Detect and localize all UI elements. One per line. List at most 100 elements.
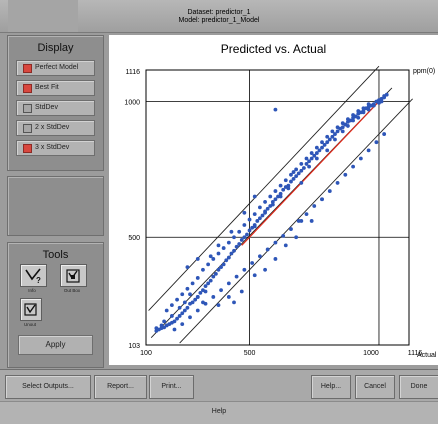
- data-point-22: [211, 274, 216, 279]
- data-point-165: [252, 273, 257, 278]
- help-button[interactable]: Help...: [311, 375, 351, 399]
- out-box-tool-button[interactable]: [60, 264, 87, 287]
- y-tick-label: 103: [128, 343, 140, 350]
- display-title: Display: [37, 42, 74, 54]
- data-point-193: [286, 186, 291, 191]
- data-point-155: [366, 148, 371, 153]
- data-point-126: [351, 113, 355, 117]
- best-fit-toggle[interactable]: Best Fit: [16, 80, 95, 96]
- data-point-174: [291, 170, 296, 174]
- data-point-173: [273, 107, 278, 112]
- data-point-52: [289, 179, 293, 184]
- data-point-183: [182, 300, 187, 305]
- data-point-197: [325, 148, 330, 153]
- cancel-button[interactable]: Cancel: [355, 375, 395, 399]
- data-point-190: [263, 210, 267, 215]
- y-tick-label: 500: [128, 235, 140, 242]
- info-tool-button[interactable]: ?: [20, 264, 47, 287]
- data-point-163: [232, 300, 236, 305]
- apply-button[interactable]: Apply: [18, 335, 93, 355]
- data-point-9: [177, 314, 182, 318]
- data-point-198: [333, 137, 337, 142]
- data-point-55: [296, 171, 301, 176]
- data-point-122: [330, 129, 335, 134]
- data-point-157: [382, 132, 387, 136]
- data-point-153: [351, 164, 355, 169]
- data-point-67: [327, 137, 332, 142]
- data-point-56: [299, 168, 304, 173]
- data-point-117: [304, 156, 309, 161]
- data-point-15: [193, 297, 198, 302]
- data-point-72: [340, 125, 345, 130]
- 2x-stddev-toggle[interactable]: 2 x StdDev: [16, 120, 95, 136]
- print-button[interactable]: Print...: [149, 375, 194, 399]
- data-point-40: [257, 216, 262, 221]
- data-point-92: [175, 297, 179, 302]
- status-bar: Help: [0, 401, 438, 424]
- data-point-141: [257, 254, 262, 259]
- data-point-113: [283, 178, 288, 183]
- data-point-111: [273, 189, 278, 193]
- data-point-191: [270, 202, 275, 207]
- data-point-176: [242, 210, 247, 215]
- data-point-20: [206, 281, 211, 286]
- data-point-156: [374, 140, 379, 145]
- data-point-195: [307, 164, 311, 169]
- data-point-21: [208, 278, 213, 283]
- data-point-8: [175, 316, 179, 321]
- data-point-103: [232, 235, 236, 240]
- select-outputs-button[interactable]: Select Outputs...: [5, 375, 91, 399]
- data-point-144: [281, 233, 286, 238]
- best-fit-label: Best Fit: [35, 84, 59, 91]
- data-point-178: [216, 243, 221, 248]
- data-point-200: [346, 124, 350, 128]
- data-point-25: [219, 265, 223, 269]
- out-box-tool-icon: [66, 269, 80, 283]
- done-button[interactable]: Done: [399, 375, 438, 399]
- data-point-14: [190, 300, 195, 305]
- 2x-stddev-indicator: [23, 124, 32, 133]
- data-point-34: [242, 235, 247, 240]
- data-point-179: [208, 254, 213, 259]
- data-point-187: [159, 323, 164, 328]
- data-point-107: [252, 212, 257, 217]
- data-point-177: [229, 229, 234, 234]
- data-point-128: [361, 106, 366, 111]
- data-point-26: [221, 262, 226, 267]
- data-point-65: [322, 143, 327, 147]
- data-point-184: [177, 305, 182, 310]
- data-point-138: [234, 274, 239, 279]
- data-point-132: [188, 315, 192, 320]
- data-point-130: [172, 327, 177, 332]
- perfect-model-label: Perfect Model: [35, 64, 79, 71]
- title-bar: Dataset: predictor_1 Model: predictor_1_…: [0, 0, 438, 33]
- stddev-toggle[interactable]: StdDev: [16, 100, 95, 116]
- data-point-135: [211, 295, 216, 299]
- data-point-171: [309, 219, 314, 223]
- data-point-194: [299, 181, 304, 185]
- data-point-116: [299, 162, 304, 166]
- unout-tool-button[interactable]: [20, 298, 42, 321]
- data-point-95: [190, 281, 195, 286]
- data-point-110: [268, 194, 273, 199]
- data-point-208: [382, 95, 387, 100]
- data-point-207: [379, 99, 384, 104]
- data-point-31: [234, 244, 239, 249]
- data-point-53: [291, 176, 296, 181]
- data-point-91: [169, 303, 174, 307]
- data-point-105: [242, 223, 247, 227]
- data-point-36: [247, 228, 252, 233]
- chart-title: Predicted vs. Actual: [220, 42, 327, 56]
- data-point-106: [247, 217, 252, 222]
- data-point-202: [356, 115, 361, 120]
- data-point-133: [195, 308, 200, 313]
- data-point-123: [335, 125, 340, 130]
- empty-panel: [7, 176, 104, 236]
- report-button[interactable]: Report...: [94, 375, 147, 399]
- perfect-model-toggle[interactable]: Perfect Model: [16, 60, 95, 76]
- data-point-89: [384, 92, 389, 97]
- 3x-stddev-toggle[interactable]: 3 x StdDev: [16, 140, 95, 156]
- data-point-137: [226, 281, 231, 286]
- data-point-129: [366, 102, 371, 107]
